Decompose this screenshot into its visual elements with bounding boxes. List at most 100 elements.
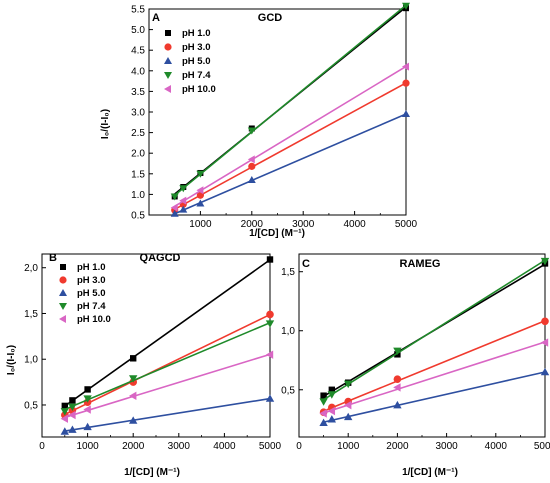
data-point: [196, 186, 204, 195]
data-point: [266, 256, 274, 263]
data-point: [247, 175, 256, 183]
fit-line-series-2: [323, 371, 546, 423]
fit-line-series-1: [174, 82, 407, 210]
legend-marker: [164, 72, 172, 79]
x-tick-label: 3000: [435, 441, 458, 452]
data-point: [68, 425, 77, 433]
legend-label: pH 5.0: [182, 56, 211, 67]
data-point: [68, 403, 77, 412]
panel-b-letter: B: [49, 252, 57, 264]
data-point: [319, 409, 327, 418]
data-point: [69, 397, 76, 404]
y-tick-label: 1,0: [281, 326, 295, 337]
legend-marker: [164, 57, 172, 64]
y-tick-label: 0,5: [24, 400, 38, 411]
data-point: [60, 408, 69, 416]
data-point: [327, 406, 336, 416]
data-point: [60, 427, 69, 435]
data-point: [247, 155, 255, 164]
legend-label: pH 7.4: [182, 70, 211, 81]
data-point: [196, 199, 205, 207]
fit-line-series-0: [64, 259, 271, 407]
fit-line-series-4: [174, 65, 407, 208]
data-point: [402, 79, 410, 87]
x-tick-label: 3000: [292, 219, 315, 230]
data-point: [179, 185, 188, 193]
data-point: [540, 338, 549, 347]
legend-label: pH 1.0: [182, 28, 211, 39]
panel-c-letter: C: [302, 258, 310, 270]
data-point: [179, 196, 187, 205]
data-point: [327, 415, 337, 423]
fit-line-series-3: [174, 4, 407, 196]
legend-marker: [59, 315, 66, 323]
data-point: [60, 414, 68, 423]
y-tick-label: 2,0: [24, 263, 38, 274]
data-point: [402, 110, 410, 118]
legend-marker: [59, 276, 67, 284]
legend-label: pH 7.4: [77, 301, 106, 312]
data-point: [84, 386, 91, 393]
x-tick-label: 4000: [213, 441, 236, 452]
data-point: [541, 317, 549, 326]
fit-line-series-4: [64, 353, 271, 419]
panel-a-title: GCD: [258, 12, 283, 24]
data-point: [179, 205, 188, 213]
y-tick-label: 0.5: [131, 211, 145, 222]
data-point: [402, 62, 409, 71]
x-tick-label: 2000: [122, 441, 145, 452]
data-point: [83, 405, 91, 414]
panel-c: C RAMEG 1/[CD] (M⁻¹) 0 1000 2000 3000 4000 50…: [281, 253, 550, 478]
legend-label: pH 10.0: [77, 314, 111, 325]
panel-a: A GCD 1/[CD] (M⁻¹) I₀/(I-I₀) 1000 2000 300…: [100, 2, 418, 239]
y-tick-label: 4.0: [131, 66, 145, 77]
legend-label: pH 3.0: [182, 42, 211, 53]
data-point: [327, 391, 337, 399]
fit-line-series-4: [323, 341, 546, 414]
data-point: [265, 320, 275, 328]
y-tick-label: 3.0: [131, 108, 145, 119]
data-point: [248, 162, 256, 170]
x-tick-label: 1000: [76, 441, 99, 452]
data-point: [344, 400, 352, 410]
data-point: [393, 383, 401, 392]
x-tick-label: 3000: [168, 441, 191, 452]
panel-a-ylabel: I₀/(I-I₀): [100, 109, 111, 139]
data-point: [170, 203, 178, 212]
data-point: [83, 422, 92, 431]
legend-label: pH 3.0: [77, 275, 106, 286]
data-point: [344, 380, 353, 389]
data-point: [129, 375, 138, 383]
y-tick-label: 1,5: [281, 267, 295, 278]
legend-marker: [164, 85, 171, 93]
data-point: [68, 410, 76, 420]
y-tick-label: 1,5: [24, 309, 38, 320]
legend-marker: [59, 303, 67, 310]
panel-b-title: QAGCD: [140, 252, 181, 264]
data-point: [266, 310, 274, 319]
data-point: [196, 170, 205, 178]
x-tick-label: 2000: [241, 219, 264, 230]
legend-label: pH 5.0: [77, 288, 106, 299]
data-point: [320, 392, 327, 399]
data-point: [393, 400, 402, 409]
data-point: [402, 2, 410, 10]
data-point: [540, 367, 550, 376]
y-tick-label: 3.5: [131, 87, 145, 98]
y-tick-label: 5.0: [131, 25, 145, 36]
panel-c-xlabel: 1/[CD] (M⁻¹): [402, 467, 458, 478]
legend-label: pH 1.0: [77, 262, 106, 273]
legend-marker: [60, 264, 66, 270]
data-point: [170, 193, 179, 201]
data-point: [319, 398, 328, 406]
data-point: [540, 257, 550, 266]
data-point: [170, 209, 179, 217]
y-tick-label: 5.5: [131, 5, 145, 16]
fit-line-series-2: [64, 397, 271, 432]
data-point: [393, 375, 402, 383]
panel-a-letter: A: [152, 12, 160, 24]
legend-marker: [165, 30, 171, 36]
y-tick-label: 1.5: [131, 169, 145, 180]
x-tick-label: 0: [39, 441, 45, 452]
